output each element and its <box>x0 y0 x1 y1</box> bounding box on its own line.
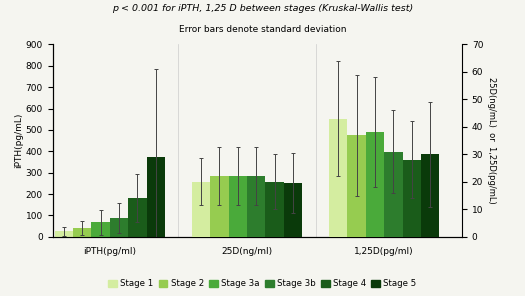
Bar <box>348 135 366 237</box>
Bar <box>403 160 421 237</box>
Bar <box>329 119 348 237</box>
Bar <box>384 152 403 237</box>
Bar <box>192 182 210 237</box>
Bar <box>266 182 284 237</box>
Text: Error bars denote standard deviation: Error bars denote standard deviation <box>178 25 346 34</box>
Y-axis label: 25D(ng/mL)  or  1,25D(pg/mL): 25D(ng/mL) or 1,25D(pg/mL) <box>487 77 497 204</box>
Bar <box>366 132 384 237</box>
Bar <box>128 198 146 237</box>
Legend: Stage 1, Stage 2, Stage 3a, Stage 3b, Stage 4, Stage 5: Stage 1, Stage 2, Stage 3a, Stage 3b, St… <box>105 276 420 292</box>
Bar <box>55 231 73 237</box>
Bar <box>110 218 128 237</box>
Bar <box>146 157 165 237</box>
Bar <box>247 176 266 237</box>
Y-axis label: iPTH(pg/mL): iPTH(pg/mL) <box>14 113 23 168</box>
Bar <box>284 183 302 237</box>
Bar <box>73 228 91 237</box>
Bar <box>228 176 247 237</box>
Bar <box>421 154 439 237</box>
Bar <box>210 176 228 237</box>
Bar <box>91 222 110 237</box>
Text: p < 0.001 for iPTH, 1,25 D between stages (Kruskal-Wallis test): p < 0.001 for iPTH, 1,25 D between stage… <box>112 4 413 13</box>
